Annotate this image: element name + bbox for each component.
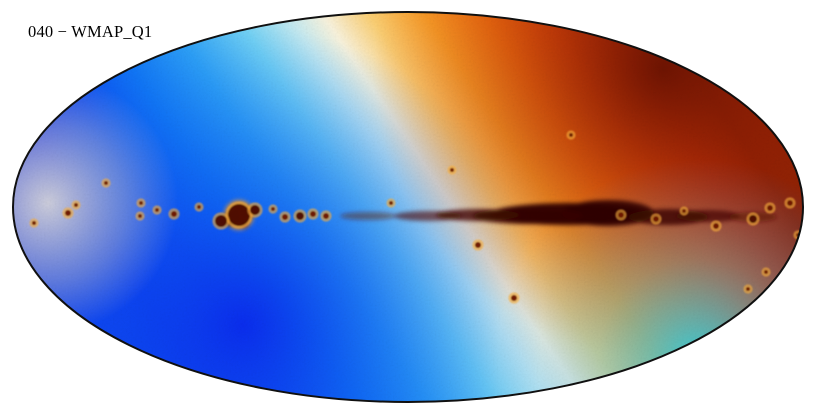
sky-map-content	[13, 12, 803, 402]
mollweide-sky-map	[8, 7, 808, 407]
map-label: 040 − WMAP_Q1	[28, 22, 153, 41]
map-noise-grain	[13, 12, 803, 402]
mollweide-projection-svg	[12, 11, 804, 403]
map-border-ellipse	[12, 11, 804, 403]
